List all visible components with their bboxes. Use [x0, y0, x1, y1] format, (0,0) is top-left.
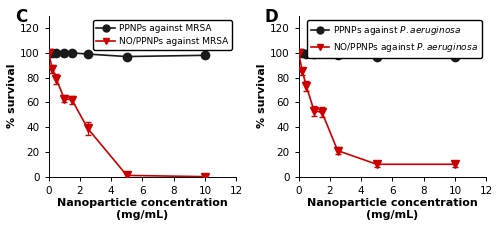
Text: C: C — [14, 8, 27, 26]
Text: D: D — [264, 8, 278, 26]
X-axis label: Nanoparticle concentration
(mg/mL): Nanoparticle concentration (mg/mL) — [57, 198, 228, 220]
Y-axis label: % survival: % survival — [7, 64, 17, 128]
Legend: PPNPs against MRSA, NO/PPNPs against MRSA: PPNPs against MRSA, NO/PPNPs against MRS… — [93, 20, 232, 50]
X-axis label: Nanoparticle concentration
(mg/mL): Nanoparticle concentration (mg/mL) — [307, 198, 478, 220]
Y-axis label: % survival: % survival — [257, 64, 267, 128]
Legend: PPNPs against $\it{P. aeruginosa}$, NO/PPNPs against $\it{P. aeruginosa}$: PPNPs against $\it{P. aeruginosa}$, NO/P… — [307, 20, 482, 58]
